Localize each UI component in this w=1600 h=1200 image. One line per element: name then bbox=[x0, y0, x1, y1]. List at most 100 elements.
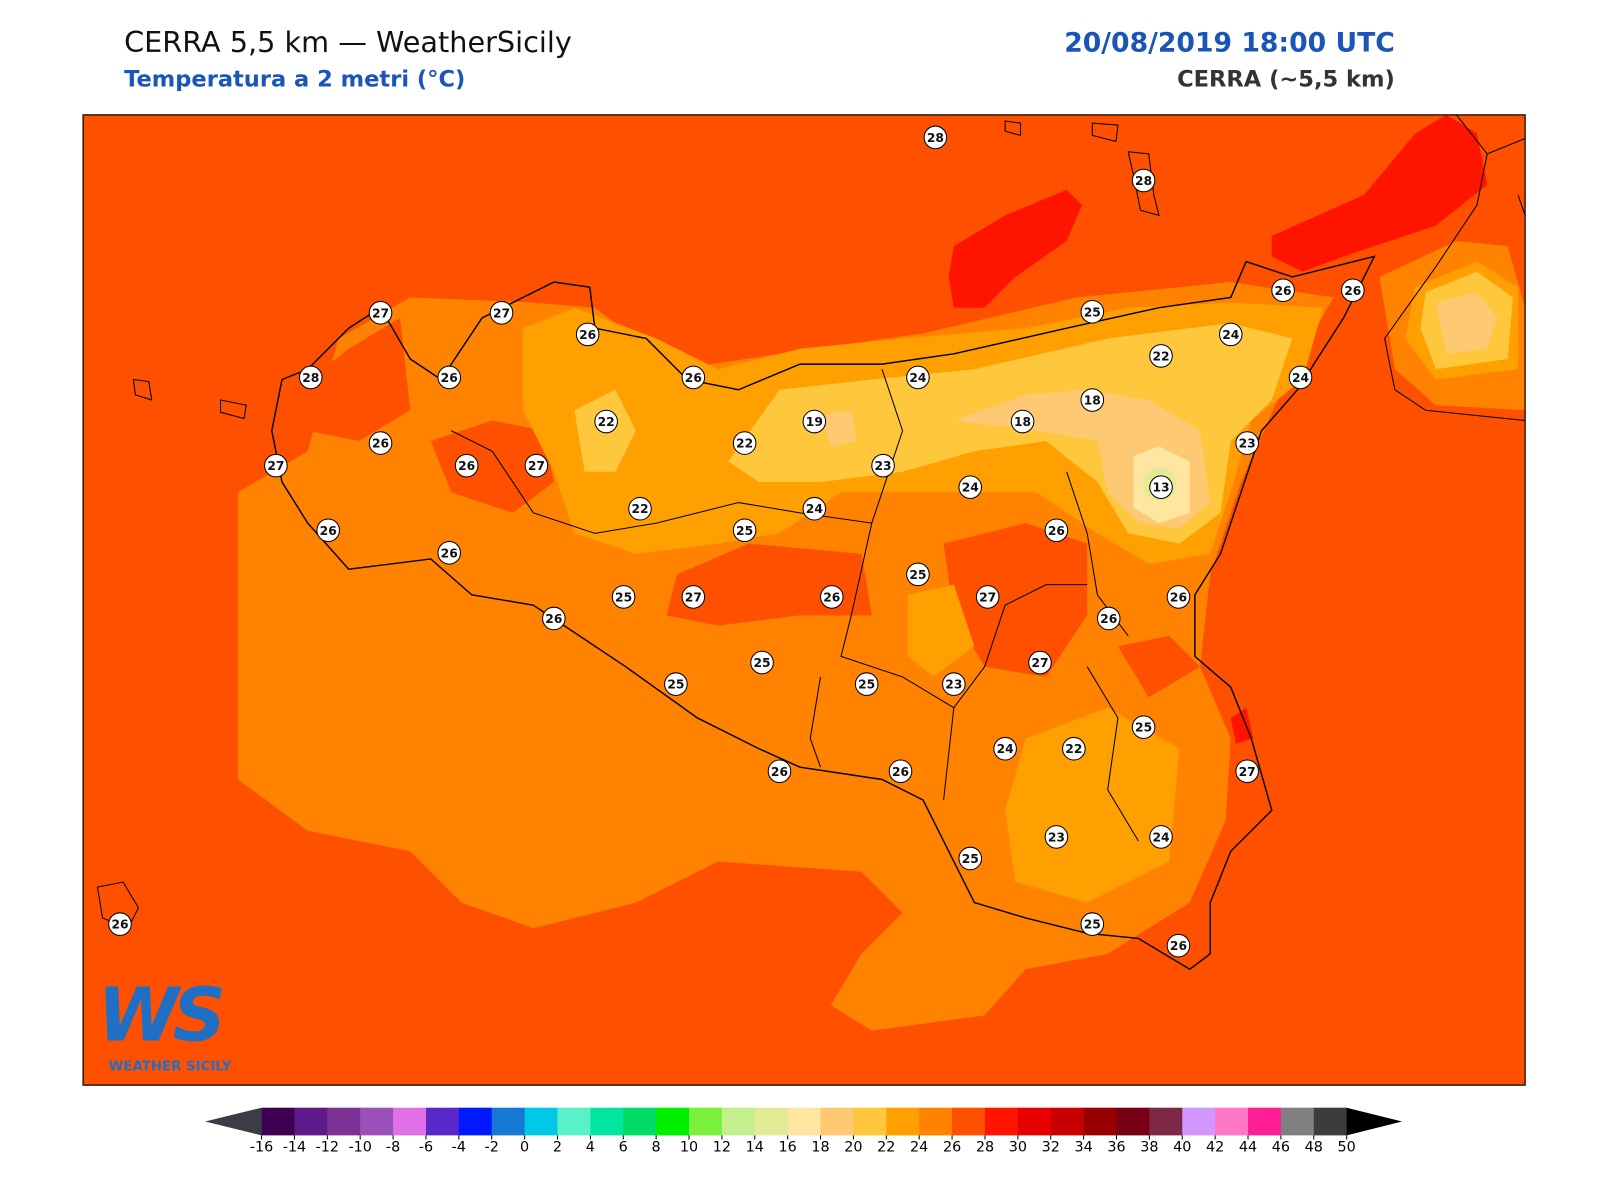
station: 27 bbox=[368, 301, 393, 325]
colorbar-swatch bbox=[754, 1107, 789, 1136]
station-marker bbox=[1149, 475, 1173, 499]
station-marker bbox=[802, 496, 827, 521]
station-marker bbox=[108, 912, 132, 936]
station-marker bbox=[594, 409, 618, 434]
colorbar-tick-label: 14 bbox=[746, 1140, 764, 1156]
colorbar-swatch bbox=[294, 1107, 328, 1136]
station-value: 19 bbox=[806, 415, 823, 429]
temp-area bbox=[297, 317, 1200, 698]
station: 25 bbox=[732, 518, 757, 543]
station-value: 24 bbox=[909, 371, 926, 385]
station: 27 bbox=[1028, 650, 1052, 675]
station-value: 28 bbox=[302, 371, 319, 385]
station-marker bbox=[993, 736, 1017, 761]
station-marker bbox=[1149, 344, 1173, 368]
station: 26 bbox=[437, 365, 462, 390]
station: 26 bbox=[681, 365, 706, 390]
title: CERRA 5,5 km — WeatherSicily bbox=[124, 25, 572, 59]
station: 19 bbox=[802, 409, 827, 434]
station-marker bbox=[1044, 518, 1069, 543]
colorbar-tick-label: 10 bbox=[680, 1140, 698, 1156]
station-value: 24 bbox=[1222, 328, 1239, 342]
colorbar-swatch bbox=[721, 1107, 756, 1136]
station: 22 bbox=[1062, 736, 1086, 761]
station: 26 bbox=[575, 322, 600, 347]
station-value: 26 bbox=[1100, 612, 1117, 626]
station-value: 23 bbox=[945, 678, 962, 692]
station-marker bbox=[888, 759, 913, 784]
station: 28 bbox=[923, 125, 948, 150]
station-value: 26 bbox=[320, 524, 337, 538]
station-marker bbox=[681, 585, 706, 609]
station-value: 26 bbox=[372, 437, 389, 451]
station: 18 bbox=[1010, 409, 1035, 434]
colorbar-tick-label: 8 bbox=[652, 1140, 661, 1156]
station-marker bbox=[819, 585, 844, 609]
station: 26 bbox=[1271, 278, 1295, 303]
station: 24 bbox=[1149, 825, 1173, 849]
station-value: 25 bbox=[909, 568, 926, 582]
station-value: 27 bbox=[1239, 765, 1256, 779]
colorbar-tick-label: -14 bbox=[283, 1140, 306, 1156]
colorbar-swatch bbox=[853, 1107, 887, 1136]
station-value: 27 bbox=[372, 306, 389, 320]
station: 22 bbox=[732, 431, 757, 455]
station: 25 bbox=[958, 846, 983, 871]
station-marker bbox=[1080, 388, 1105, 412]
station-value: 22 bbox=[631, 502, 648, 516]
station: 26 bbox=[1166, 933, 1191, 958]
station-value: 26 bbox=[771, 765, 788, 779]
station-marker bbox=[871, 453, 895, 478]
colorbar-swatch bbox=[360, 1107, 394, 1136]
colorbar-tick-label: 30 bbox=[1009, 1140, 1027, 1156]
colorbar-swatch bbox=[787, 1107, 822, 1136]
station: 22 bbox=[594, 409, 618, 434]
colorbar-swatch bbox=[984, 1107, 1019, 1136]
map-frame bbox=[82, 114, 1526, 1086]
station-value: 25 bbox=[753, 656, 770, 670]
colorbar-tick-label: 42 bbox=[1206, 1140, 1224, 1156]
colorbar-tick-label: 38 bbox=[1140, 1140, 1158, 1156]
colorbar-tick-label: 36 bbox=[1107, 1140, 1125, 1156]
station: 24 bbox=[1218, 322, 1243, 347]
station-marker bbox=[524, 453, 549, 478]
station-value: 25 bbox=[858, 678, 875, 692]
station: 25 bbox=[750, 650, 774, 675]
station: 26 bbox=[316, 518, 340, 543]
station-value: 26 bbox=[1275, 284, 1292, 298]
station-value: 27 bbox=[1031, 656, 1048, 670]
colorbar-tick-label: 2 bbox=[553, 1140, 562, 1156]
datetime: 20/08/2019 18:00 UTC bbox=[1064, 28, 1395, 59]
station-value: 26 bbox=[1170, 939, 1187, 953]
colorbar-swatch bbox=[261, 1107, 295, 1136]
province-border bbox=[451, 369, 1139, 842]
station: 28 bbox=[298, 365, 323, 390]
station-marker bbox=[1080, 912, 1105, 936]
colorbar-swatch bbox=[1182, 1107, 1216, 1136]
station-marker bbox=[958, 846, 983, 871]
colorbar-tick-label: 22 bbox=[877, 1140, 895, 1156]
logo-monogram: WS bbox=[97, 973, 222, 1059]
station: 25 bbox=[906, 562, 930, 587]
temp-area bbox=[948, 114, 1488, 744]
station: 25 bbox=[1080, 300, 1105, 324]
station-value: 26 bbox=[111, 918, 128, 932]
colorbar-swatch bbox=[1050, 1107, 1085, 1136]
colorbar-tick-label: 12 bbox=[713, 1140, 731, 1156]
station-value: 26 bbox=[458, 459, 475, 473]
colorbar-tick-label: 50 bbox=[1338, 1140, 1356, 1156]
station-marker bbox=[1271, 278, 1295, 303]
colorbar-swatch bbox=[425, 1107, 460, 1136]
station: 25 bbox=[611, 585, 636, 609]
colorbar-swatch bbox=[689, 1107, 723, 1136]
station-marker bbox=[1166, 585, 1191, 609]
colorbar-tick-label: -8 bbox=[386, 1140, 400, 1156]
colorbar-tick-label: -4 bbox=[452, 1140, 466, 1156]
station-value: 18 bbox=[1084, 394, 1101, 408]
colorbar-under bbox=[205, 1107, 262, 1136]
colorbar-tick-label: 16 bbox=[779, 1140, 797, 1156]
colorbar-swatch bbox=[952, 1107, 986, 1136]
colorbar-tick-label: 48 bbox=[1305, 1140, 1323, 1156]
station-value: 22 bbox=[736, 437, 753, 451]
station-value: 25 bbox=[962, 852, 979, 866]
